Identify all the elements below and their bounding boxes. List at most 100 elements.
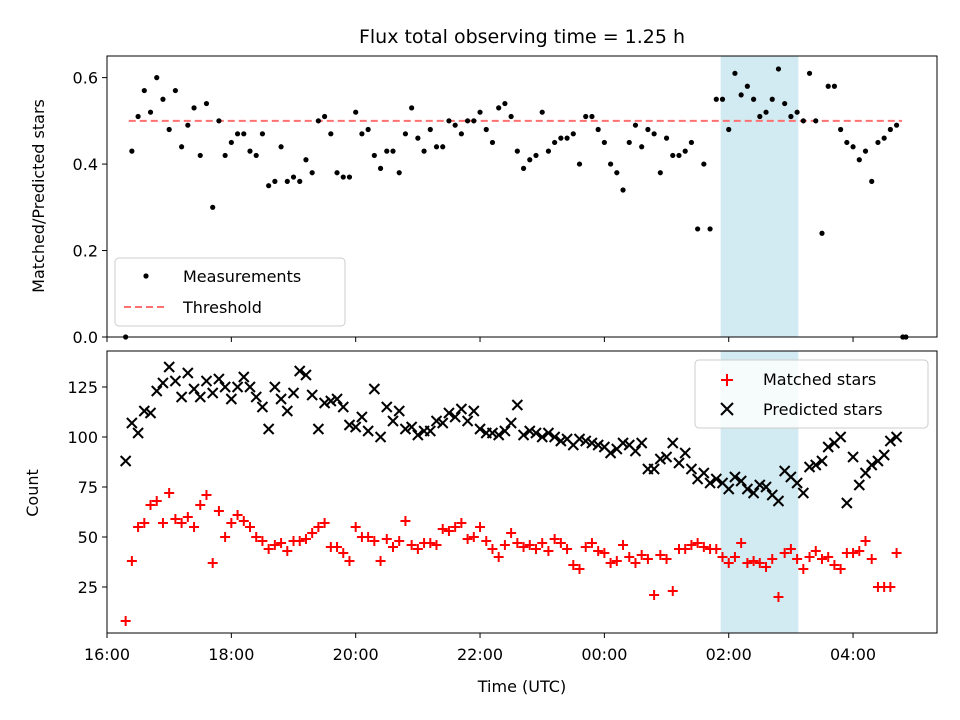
legend-measurements-marker — [143, 273, 149, 279]
predicted-point — [126, 417, 138, 429]
top-y-tick-label: 0.2 — [73, 242, 98, 261]
predicted-point — [648, 463, 660, 475]
matched-point — [313, 522, 324, 532]
measurement-point — [241, 131, 247, 137]
matched-point — [276, 538, 287, 548]
measurement-point — [309, 170, 315, 176]
predicted-point — [536, 431, 548, 443]
legend-predicted-label: Predicted stars — [763, 400, 883, 419]
bottom-y-tick-label: 75 — [78, 478, 98, 497]
measurement-point — [334, 170, 340, 176]
predicted-point — [356, 411, 368, 423]
predicted-point — [300, 369, 312, 381]
measurement-point — [303, 157, 309, 163]
measurement-point — [471, 118, 477, 124]
measurement-point — [520, 165, 527, 171]
measurement-point — [527, 157, 533, 163]
matched-point — [189, 522, 200, 532]
chart-title: Flux total observing time = 1.25 h — [359, 26, 685, 48]
top-y-tick-label: 0.0 — [73, 328, 98, 347]
measurement-point — [862, 148, 869, 154]
measurement-point — [290, 174, 297, 180]
top-legend-box — [114, 257, 346, 327]
measurement-point — [651, 131, 657, 137]
measurement-point — [794, 109, 800, 115]
matched-point — [443, 526, 454, 536]
predicted-point — [555, 435, 567, 447]
measurement-point — [135, 113, 141, 120]
matched-point — [120, 616, 131, 626]
predicted-point — [679, 447, 691, 459]
measurement-point — [297, 178, 303, 184]
matched-point — [562, 544, 573, 554]
matched-point — [804, 552, 815, 562]
measurement-point — [222, 152, 228, 159]
predicted-point — [250, 391, 262, 403]
bottom-y-tick-label: 125 — [67, 378, 98, 397]
matched-point — [568, 560, 579, 570]
measurement-point — [315, 118, 321, 124]
measurement-point — [346, 174, 353, 180]
matched-point — [798, 564, 809, 574]
measurement-point — [607, 161, 614, 167]
predicted-point — [424, 425, 437, 437]
predicted-point — [592, 439, 604, 451]
predicted-point — [573, 433, 586, 445]
predicted-point — [294, 365, 306, 377]
top-plot-frame — [106, 55, 938, 338]
x-axis-label: Time (UTC) — [477, 677, 566, 696]
matched-point — [518, 542, 529, 552]
measurement-point — [663, 135, 670, 141]
predicted-point — [604, 447, 617, 459]
measurement-point — [141, 87, 147, 94]
matched-point — [251, 532, 262, 542]
measurement-point — [129, 148, 135, 154]
predicted-point — [468, 405, 480, 417]
predicted-point — [213, 373, 225, 385]
legend-matched-marker — [721, 374, 733, 386]
predicted-point — [474, 423, 486, 435]
predicted-point — [412, 429, 424, 441]
measurement-point — [719, 96, 726, 102]
x-tick-label: 02:00 — [706, 645, 752, 664]
measurement-point — [234, 131, 241, 137]
predicted-point — [704, 477, 716, 489]
matched-point — [157, 518, 168, 528]
predicted-point — [698, 467, 710, 479]
matched-point — [779, 548, 790, 558]
predicted-point — [511, 399, 524, 411]
measurement-point — [732, 70, 738, 76]
measurement-point — [589, 113, 595, 120]
measurement-point — [800, 118, 806, 124]
matched-point — [176, 518, 187, 528]
predicted-point — [144, 407, 157, 419]
predicted-point — [399, 423, 412, 435]
predicted-point — [822, 441, 834, 453]
matched-point — [698, 542, 709, 552]
bottom-y-ticks: 25 50 75 100 125 — [67, 378, 107, 597]
predicted-point — [499, 425, 511, 437]
matched-point — [549, 534, 560, 544]
top-y-axis-label: Matched/Predicted stars — [29, 99, 48, 293]
measurement-point — [881, 135, 887, 141]
measurement-point — [272, 178, 278, 184]
predicted-point — [635, 437, 648, 449]
predicted-point — [238, 371, 250, 383]
predicted-point — [580, 435, 592, 447]
measurement-point — [688, 139, 695, 146]
matched-point — [742, 558, 753, 568]
x-tick-label: 20:00 — [333, 645, 379, 664]
bottom-predicted-points — [119, 361, 903, 509]
matched-point — [829, 560, 840, 570]
matched-point — [244, 522, 255, 532]
measurement-point — [377, 165, 384, 171]
matched-point — [661, 554, 672, 564]
measurement-point — [409, 105, 415, 111]
matched-point — [475, 522, 486, 532]
predicted-point — [312, 423, 325, 435]
matched-point — [431, 540, 442, 550]
matched-point — [773, 592, 784, 602]
predicted-point — [530, 427, 542, 439]
matched-point — [524, 540, 535, 550]
